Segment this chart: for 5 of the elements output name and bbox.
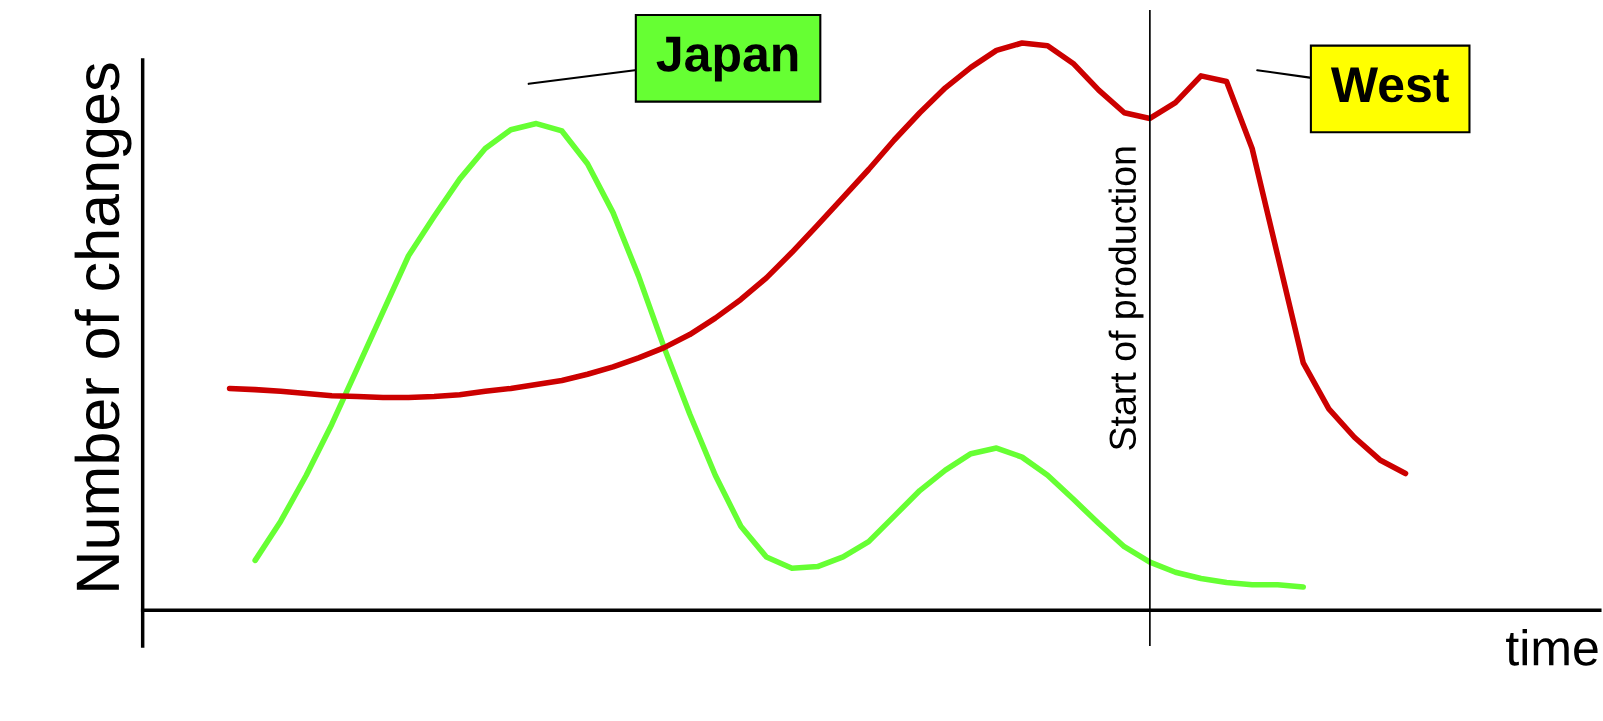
series-label: West [1330, 67, 1449, 103]
text: Japan [656, 36, 798, 82]
x-axis-title: time [1506, 629, 1598, 666]
y-axis-title: Number of changes [74, 63, 132, 590]
annotation: Start of production [1108, 147, 1144, 450]
